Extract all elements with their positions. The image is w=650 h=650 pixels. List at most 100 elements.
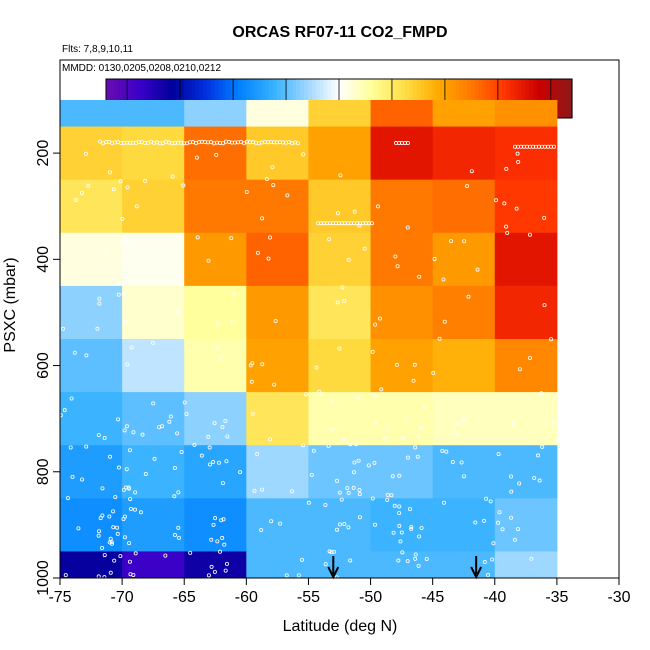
obs-point (505, 231, 510, 236)
colorbar-swatch (245, 79, 251, 118)
obs-point (334, 478, 339, 483)
obs-point (314, 365, 319, 370)
obs-point (168, 239, 173, 244)
heatmap-cell (370, 392, 434, 446)
obs-point (540, 444, 545, 449)
x-tick-label: -35 (545, 589, 568, 606)
x-tick-label: -30 (607, 589, 630, 606)
arrow-markers (327, 556, 483, 580)
obs-point (69, 396, 74, 401)
colorbar-swatch (428, 79, 433, 118)
heatmap-cell (60, 445, 123, 499)
obs-point (497, 510, 502, 515)
obs-point (295, 141, 300, 146)
colorbar-swatch (335, 79, 340, 118)
obs-point (182, 400, 187, 405)
colorbar-swatch (218, 79, 224, 118)
obs-point (133, 507, 138, 512)
obs-point (163, 553, 168, 558)
heatmap-cell (184, 392, 247, 446)
obs-point (122, 514, 127, 519)
x-tick-label: -60 (235, 589, 258, 606)
obs-point (490, 557, 495, 562)
obs-point (122, 535, 127, 540)
x-axis: -75 -70 -65 -60 -55 -50 -45 -40 -35 -30 (48, 578, 631, 606)
obs-point (351, 470, 356, 475)
obs-point (444, 449, 449, 454)
heatmap-cell (370, 100, 434, 128)
obs-point (111, 525, 116, 530)
colorbar-swatch (172, 79, 177, 118)
obs-point (342, 298, 347, 303)
colorbar-swatch (451, 79, 457, 118)
obs-point (391, 530, 396, 535)
obs-point (536, 453, 541, 458)
colorbar-swatch (358, 79, 363, 118)
obs-point (224, 459, 229, 464)
obs-point (244, 189, 249, 194)
heatmap-cell (184, 179, 247, 234)
obs-point (385, 493, 390, 498)
obs-point (98, 516, 103, 521)
y-axis-label: PSXC (mbar) (2, 257, 19, 352)
colorbar-swatch (304, 79, 309, 118)
obs-point (465, 184, 470, 189)
obs-point (96, 533, 101, 538)
obs-point (133, 551, 138, 556)
obs-point (58, 413, 63, 418)
obs-point (76, 526, 81, 531)
colorbar-swatch (311, 79, 317, 118)
colorbar-swatch (463, 79, 468, 118)
heatmap-cell (370, 126, 434, 181)
obs-point (118, 240, 123, 245)
colorbar-swatch (447, 79, 453, 118)
obs-point (272, 382, 277, 387)
obs-point (232, 291, 237, 296)
heatmap-cell (494, 392, 558, 446)
obs-point (80, 190, 85, 195)
colorbar-swatch (210, 79, 216, 118)
obs-point (329, 550, 334, 555)
obs-point (102, 553, 107, 558)
obs-point (386, 425, 391, 430)
heatmap-cell (494, 232, 558, 287)
heatmap-cell (184, 498, 247, 552)
obs-point (509, 515, 514, 520)
obs-point (552, 144, 557, 149)
heatmap-cell (60, 392, 123, 446)
colorbar-swatch (405, 79, 410, 118)
obs-point (120, 216, 125, 221)
colorbar-swatch (203, 79, 208, 118)
flights-subtitle: Flts: 7,8,9,10,11 (62, 44, 133, 55)
heatmap-cell (308, 392, 372, 446)
heatmap-cell (370, 339, 434, 393)
colorbar-swatch (234, 79, 239, 118)
obs-point (86, 183, 91, 188)
heatmap-cell (494, 551, 558, 579)
obs-point (216, 460, 221, 465)
obs-point (303, 392, 308, 397)
heatmap-cell (184, 551, 247, 579)
obs-point (222, 542, 227, 547)
plot-frame (59, 59, 620, 579)
obs-point (395, 264, 400, 269)
colorbar-swatch (327, 79, 332, 118)
obs-point (450, 460, 455, 465)
obs-point (84, 444, 89, 449)
colorbar-swatch (568, 79, 573, 118)
obs-point (109, 540, 114, 545)
obs-point (252, 488, 257, 493)
obs-point (220, 141, 225, 146)
colorbar-swatch (265, 79, 270, 118)
heatmap-cell (246, 285, 309, 340)
obs-point (152, 456, 157, 461)
colorbar-swatch (420, 79, 426, 118)
obs-point (494, 198, 499, 203)
heatmap-cell (432, 339, 496, 393)
arrow-head (470, 566, 483, 580)
heatmap-cell (370, 445, 434, 499)
obs-point (413, 552, 418, 557)
obs-point (514, 206, 519, 211)
heatmap-cell (246, 179, 309, 234)
obs-point (181, 183, 186, 188)
